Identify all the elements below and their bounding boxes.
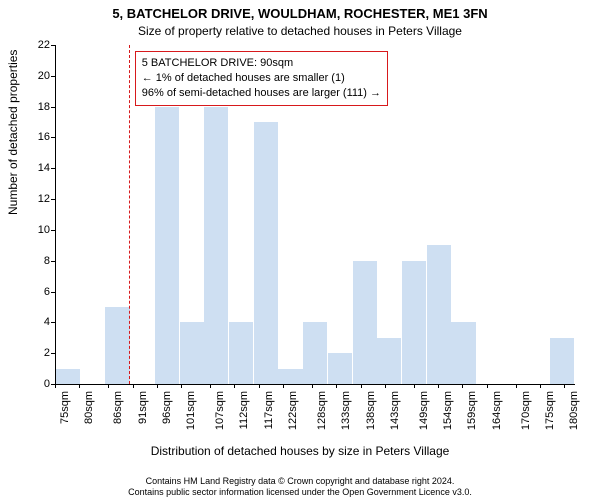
x-tick (540, 384, 541, 388)
histogram-bar (353, 261, 377, 384)
annotation-box: 5 BATCHELOR DRIVE: 90sqm← 1% of detached… (135, 51, 388, 106)
y-axis-label: Number of detached properties (6, 50, 20, 215)
x-tick-label: 138sqm (365, 391, 377, 435)
x-tick-label: 128sqm (316, 391, 328, 435)
x-tick (55, 384, 56, 388)
x-tick (157, 384, 158, 388)
y-tick-label: 8 (30, 255, 50, 267)
x-tick-label: 117sqm (263, 391, 275, 435)
x-tick-label: 80sqm (83, 391, 95, 435)
y-tick (51, 292, 55, 293)
y-tick-label: 2 (30, 347, 50, 359)
x-tick (414, 384, 415, 388)
x-tick (259, 384, 260, 388)
histogram-bar (303, 322, 327, 384)
y-tick (51, 199, 55, 200)
x-tick-label: 164sqm (491, 391, 503, 435)
y-tick-label: 20 (30, 70, 50, 82)
x-tick-label: 91sqm (137, 391, 149, 435)
y-tick (51, 322, 55, 323)
annotation-line: ← 1% of detached houses are smaller (1) (142, 71, 381, 86)
y-tick (51, 261, 55, 262)
x-tick-label: 149sqm (418, 391, 430, 435)
y-tick-label: 22 (30, 39, 50, 51)
annotation-line: 5 BATCHELOR DRIVE: 90sqm (142, 56, 381, 71)
x-tick (312, 384, 313, 388)
y-tick (51, 168, 55, 169)
y-tick (51, 230, 55, 231)
x-tick-label: 170sqm (520, 391, 532, 435)
histogram-bar (377, 338, 401, 384)
histogram-bar (229, 322, 253, 384)
y-tick (51, 137, 55, 138)
y-tick (51, 107, 55, 108)
y-tick (51, 353, 55, 354)
x-axis-label: Distribution of detached houses by size … (0, 444, 600, 458)
histogram-bar (180, 322, 204, 384)
x-tick-label: 101sqm (185, 391, 197, 435)
histogram-bar (550, 338, 574, 384)
histogram-bar (427, 245, 451, 384)
y-tick (51, 76, 55, 77)
x-tick (234, 384, 235, 388)
y-tick-label: 6 (30, 286, 50, 298)
histogram-bar (402, 261, 426, 384)
x-tick (438, 384, 439, 388)
histogram-bar (105, 307, 129, 384)
y-tick-label: 4 (30, 316, 50, 328)
chart-plot-area: 5 BATCHELOR DRIVE: 90sqm← 1% of detached… (55, 45, 575, 385)
footer-line1: Contains HM Land Registry data © Crown c… (0, 476, 600, 487)
x-tick-label: 159sqm (466, 391, 478, 435)
x-tick-label: 107sqm (214, 391, 226, 435)
x-tick (361, 384, 362, 388)
y-tick-label: 14 (30, 162, 50, 174)
x-tick-label: 75sqm (59, 391, 71, 435)
x-tick-label: 180sqm (568, 391, 580, 435)
x-tick-label: 112sqm (238, 391, 250, 435)
x-tick (79, 384, 80, 388)
x-tick-label: 96sqm (161, 391, 173, 435)
histogram-bar (278, 369, 302, 384)
x-tick (210, 384, 211, 388)
x-tick (462, 384, 463, 388)
x-tick (181, 384, 182, 388)
histogram-bar (254, 122, 278, 384)
y-tick-label: 12 (30, 193, 50, 205)
reference-size-line (129, 45, 130, 384)
x-tick (564, 384, 565, 388)
x-tick-label: 154sqm (442, 391, 454, 435)
histogram-bar (328, 353, 352, 384)
annotation-line: 96% of semi-detached houses are larger (… (142, 86, 381, 101)
y-tick (51, 45, 55, 46)
histogram-bar (56, 369, 80, 384)
y-tick-label: 18 (30, 101, 50, 113)
x-tick-label: 86sqm (112, 391, 124, 435)
x-tick-label: 175sqm (544, 391, 556, 435)
y-tick-label: 0 (30, 378, 50, 390)
x-tick (133, 384, 134, 388)
histogram-bar (204, 107, 228, 384)
x-tick (108, 384, 109, 388)
page-title-line2: Size of property relative to detached ho… (0, 24, 600, 38)
x-tick (487, 384, 488, 388)
histogram-bar (155, 107, 179, 384)
footer-attribution: Contains HM Land Registry data © Crown c… (0, 476, 600, 498)
x-tick (336, 384, 337, 388)
x-tick (516, 384, 517, 388)
x-tick-label: 143sqm (389, 391, 401, 435)
x-tick (283, 384, 284, 388)
page-title-line1: 5, BATCHELOR DRIVE, WOULDHAM, ROCHESTER,… (0, 6, 600, 21)
y-tick-label: 10 (30, 224, 50, 236)
x-tick-label: 122sqm (287, 391, 299, 435)
histogram-bar (451, 322, 475, 384)
x-tick (385, 384, 386, 388)
x-tick-label: 133sqm (340, 391, 352, 435)
footer-line2: Contains public sector information licen… (0, 487, 600, 498)
y-tick-label: 16 (30, 131, 50, 143)
